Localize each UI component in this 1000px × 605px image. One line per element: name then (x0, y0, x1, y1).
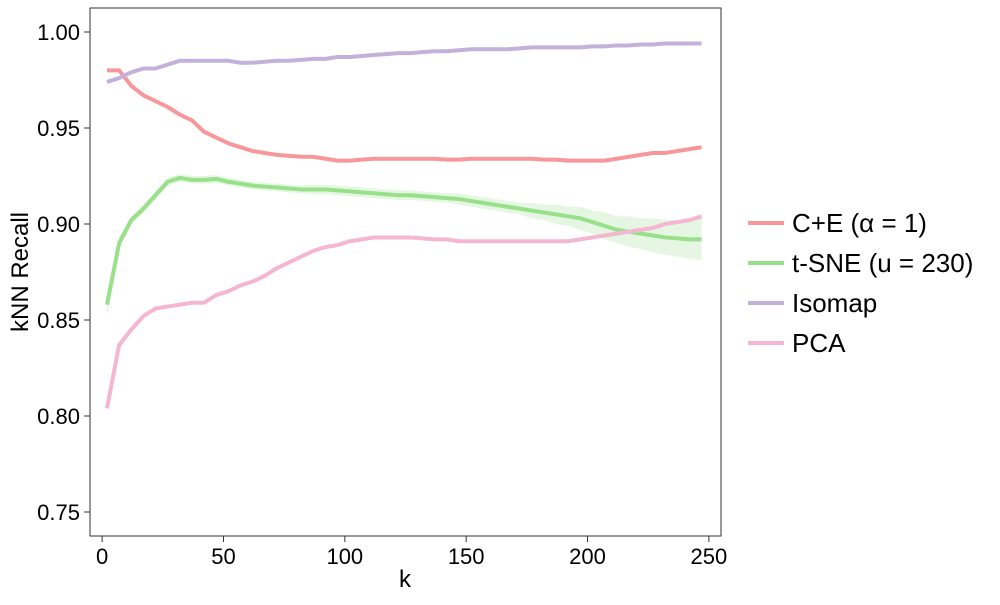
y-tick-label: 0.90 (37, 212, 80, 237)
legend-label: Isomap (792, 288, 877, 318)
x-tick-label: 50 (211, 544, 235, 569)
series-line-isomap (106, 41, 702, 84)
series-line-pca (105, 214, 703, 409)
legend-item-pca: PCA (748, 328, 846, 358)
series-line-c-e-1 (106, 68, 702, 163)
x-tick-label: 0 (96, 544, 108, 569)
legend-label: C+E (α = 1) (792, 208, 927, 238)
confidence-bands (106, 174, 702, 317)
x-tick-label: 150 (448, 544, 485, 569)
x-tick-label: 250 (691, 544, 728, 569)
series-lines (105, 41, 703, 409)
legend-label: t-SNE (u = 230) (792, 248, 973, 278)
x-axis: 0 50 100 150 200 250 (96, 536, 727, 569)
plot-border (89, 7, 722, 537)
series-band-t-sne-u-230 (106, 174, 702, 317)
x-tick-label: 100 (326, 544, 363, 569)
series-line-t-sne-u-230 (105, 175, 702, 306)
y-tick-label: 1.00 (37, 20, 80, 45)
y-axis: 0.75 0.80 0.85 0.90 0.95 1.00 (37, 20, 90, 525)
y-tick-label: 0.80 (37, 404, 80, 429)
x-axis-title: k (399, 566, 412, 593)
legend-item-t-sne-u-230: t-SNE (u = 230) (748, 248, 973, 278)
y-axis-title: kNN Recall (7, 212, 34, 332)
legend-label: PCA (792, 328, 846, 358)
x-tick-label: 200 (569, 544, 606, 569)
y-tick-label: 0.75 (37, 500, 80, 525)
legend-item-isomap: Isomap (748, 288, 877, 318)
legend: C+E (α = 1) t-SNE (u = 230) Isomap PCA (748, 208, 973, 358)
y-tick-label: 0.85 (37, 308, 80, 333)
y-tick-label: 0.95 (37, 116, 80, 141)
legend-item-c-e-1: C+E (α = 1) (748, 208, 927, 238)
